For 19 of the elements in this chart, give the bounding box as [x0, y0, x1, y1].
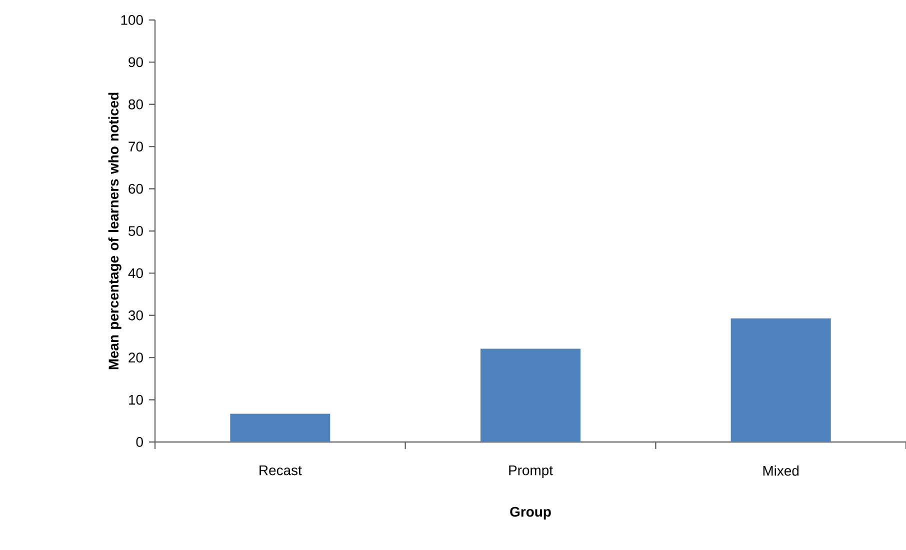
x-tick-label: Mixed — [763, 466, 799, 476]
y-tick-label: 10 — [129, 394, 143, 405]
y-tick-label: 40 — [128, 268, 143, 278]
y-tick-label: 50 — [128, 226, 143, 236]
bar — [480, 348, 581, 442]
y-tick-label: 90 — [128, 57, 143, 68]
y-axis-title: Mean percentage of learners who noticed — [108, 92, 122, 370]
y-tick-label: 70 — [128, 142, 143, 152]
y-tick-label: 80 — [128, 99, 143, 110]
x-tick-label: Prompt — [509, 466, 553, 478]
y-tick-label: 0 — [136, 437, 143, 447]
y-tick-label: 20 — [128, 352, 143, 363]
bar — [230, 414, 330, 442]
x-tick-label: Recast — [260, 466, 302, 476]
bar — [730, 318, 831, 442]
y-tick-label: 60 — [128, 184, 143, 194]
y-tick-label: 30 — [128, 310, 143, 320]
x-axis-title: Group — [510, 506, 551, 520]
y-tick-label: 100 — [121, 15, 143, 25]
